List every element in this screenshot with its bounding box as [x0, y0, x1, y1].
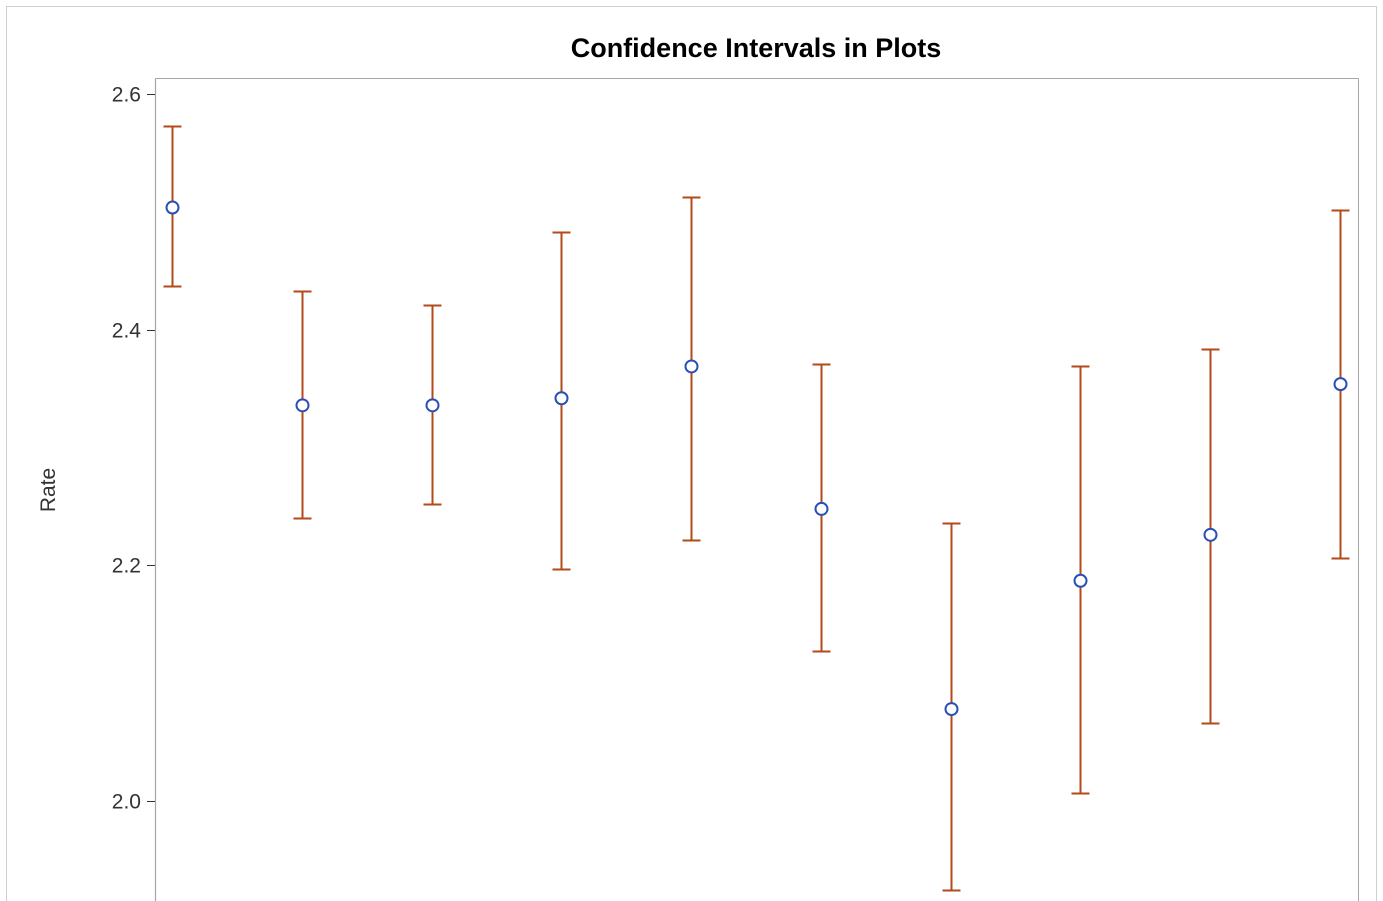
estimate-point [814, 501, 829, 516]
y-axis-label: Rate [37, 468, 60, 512]
chart-title: Confidence Intervals in Plots [571, 33, 942, 63]
plot-frame [154, 78, 1359, 901]
estimate-point [425, 398, 440, 413]
estimate-markers [165, 200, 1348, 717]
estimate-point [295, 398, 310, 413]
y-tick-label: 2.0 [112, 791, 141, 814]
estimate-point [1333, 377, 1348, 392]
y-tick-label: 2.6 [112, 84, 141, 107]
estimate-point [1203, 527, 1218, 542]
estimate-point [1073, 573, 1088, 588]
estimate-point [684, 359, 699, 374]
y-axis: 2.0 2.2 2.4 2.6 [112, 84, 155, 814]
y-tick-label: 2.2 [112, 555, 141, 578]
estimate-point [944, 702, 959, 717]
estimate-point [165, 200, 180, 215]
y-tick-label: 2.4 [112, 320, 142, 343]
estimate-point [554, 391, 569, 406]
